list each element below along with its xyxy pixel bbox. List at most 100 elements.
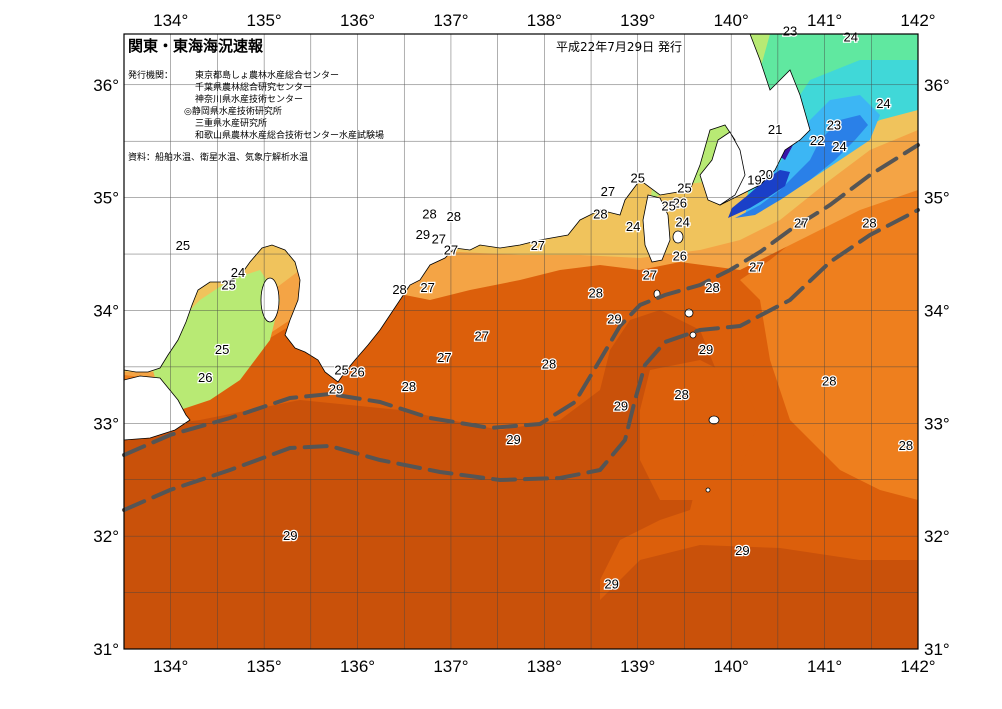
issuers-list: 東京都島しょ農林水産総合センター 千葉県農林総合研究センター 神奈川県水産技術セ…	[184, 69, 384, 141]
land-boso	[699, 131, 746, 206]
contour-label-text: 24	[876, 96, 890, 111]
contour-label-text: 28	[402, 379, 416, 394]
contour-label: 28	[391, 281, 408, 299]
issuer-item: 和歌山県農林水産総合技術センター水産試験場	[195, 129, 384, 141]
contour-label: 26	[349, 363, 366, 381]
land-mikura	[689, 331, 697, 339]
latitude-axis-right: 36° 35° 34° 33° 32° 31°	[924, 76, 950, 659]
latitude-tick-label: 36°	[93, 76, 119, 95]
map-title: 関東・東海海況速報	[128, 37, 264, 55]
contour-label: 28	[592, 205, 609, 223]
contour-label-text: 26	[198, 370, 212, 385]
issuer-item: ◎静岡県水産技術研究所	[184, 105, 282, 117]
contour-label: 24	[875, 95, 892, 113]
contour-label-text: 25	[661, 199, 675, 214]
contour-label-text: 27	[749, 260, 763, 275]
contour-label-text: 27	[601, 184, 615, 199]
sst-field-19	[728, 170, 790, 218]
land-aogashima	[705, 487, 711, 493]
contour-label: 22	[809, 132, 826, 150]
contour-label: 27	[419, 279, 436, 297]
longitude-tick-label: 142°	[900, 11, 935, 30]
contour-label: 25	[220, 276, 237, 294]
longitude-tick-label: 134°	[153, 11, 188, 30]
contour-label: 29	[414, 226, 431, 244]
kuroshio-axis-south	[122, 208, 920, 512]
contour-label: 27	[430, 230, 447, 248]
contour-label-text: 24	[844, 29, 858, 44]
issuer-item: 神奈川県水産技術センター	[195, 93, 303, 105]
contour-label: 29	[328, 380, 345, 398]
kuroshio-axis	[122, 143, 920, 512]
issue-date: 平成22年7月29日 発行	[556, 40, 682, 54]
contour-label-text: 25	[631, 170, 645, 185]
contour-label: 28	[421, 205, 438, 223]
contour-label-text: 28	[674, 387, 688, 402]
kuroshio-axis-north	[122, 143, 920, 457]
longitude-tick-label: 140°	[714, 11, 749, 30]
contour-label: 28	[587, 284, 604, 302]
contour-label: 28	[673, 386, 690, 404]
contour-label: 29	[612, 397, 629, 415]
issuer-item: 千葉県農林総合研究センター	[195, 81, 312, 93]
contour-label: 26	[197, 369, 214, 387]
contour-label-text: 28	[593, 207, 607, 222]
graticule	[124, 34, 919, 649]
contour-label: 29	[734, 542, 751, 560]
contour-label: 27	[599, 183, 616, 201]
contour-label-text: 23	[827, 117, 841, 132]
latitude-tick-label: 34°	[924, 301, 950, 320]
longitude-tick-label: 134°	[153, 657, 188, 676]
land-hachijo	[708, 415, 720, 425]
longitude-tick-label: 141°	[807, 11, 842, 30]
latitude-tick-label: 33°	[93, 414, 119, 433]
contour-label-text: 25	[677, 181, 691, 196]
longitude-tick-label: 140°	[714, 657, 749, 676]
contour-label-text: 28	[392, 282, 406, 297]
contour-label-text: 24	[626, 219, 640, 234]
contour-label-text: 28	[862, 216, 876, 231]
contour-label-text: 28	[705, 280, 719, 295]
contour-label-text: 29	[614, 398, 628, 413]
longitude-tick-label: 139°	[620, 11, 655, 30]
land-honshu	[124, 34, 811, 383]
contour-label: 24	[229, 264, 246, 282]
contour-label: 27	[641, 266, 658, 284]
latitude-tick-label: 31°	[93, 640, 119, 659]
contour-label-text: 28	[447, 209, 461, 224]
contour-label: 28	[400, 378, 417, 396]
contour-label-text: 27	[643, 267, 657, 282]
contour-label-text: 27	[437, 350, 451, 365]
latitude-tick-label: 32°	[93, 527, 119, 546]
contour-label-text: 29	[735, 543, 749, 558]
contour-label-text: 29	[283, 528, 297, 543]
contour-label: 28	[897, 437, 914, 455]
contour-label-text: 20	[759, 167, 773, 182]
longitude-tick-label: 138°	[527, 11, 562, 30]
contour-label: 28	[704, 279, 721, 297]
contour-label-text: 26	[673, 195, 687, 210]
contour-label-text: 25	[334, 362, 348, 377]
contour-label-text: 29	[604, 577, 618, 592]
contour-label: 28	[445, 208, 462, 226]
contour-label-text: 28	[422, 207, 436, 222]
latitude-tick-label: 34°	[93, 301, 119, 320]
latitude-tick-label: 31°	[924, 640, 950, 659]
contour-label: 28	[821, 372, 838, 390]
land-shikoku	[124, 375, 191, 441]
contour-label: 27	[793, 214, 810, 232]
contour-label-text: 22	[810, 133, 824, 148]
contour-label-text: 27	[444, 243, 458, 258]
sst-field-24-seto	[150, 270, 280, 410]
contour-label-text: 27	[531, 238, 545, 253]
contour-label-text: 26	[350, 365, 364, 380]
longitude-axis-top: 134° 135° 136° 137° 138° 139° 140° 141° 142°	[153, 11, 935, 30]
contour-label-text: 23	[783, 24, 797, 39]
latitude-axis-left: 36° 35° 34° 33° 32° 31°	[93, 76, 119, 659]
contour-label: 28	[861, 214, 878, 232]
sst-field-29-south	[600, 545, 918, 649]
longitude-tick-label: 139°	[620, 657, 655, 676]
longitude-axis-bottom: 134° 135° 136° 137° 138° 139° 140° 141° 142°	[153, 657, 935, 676]
